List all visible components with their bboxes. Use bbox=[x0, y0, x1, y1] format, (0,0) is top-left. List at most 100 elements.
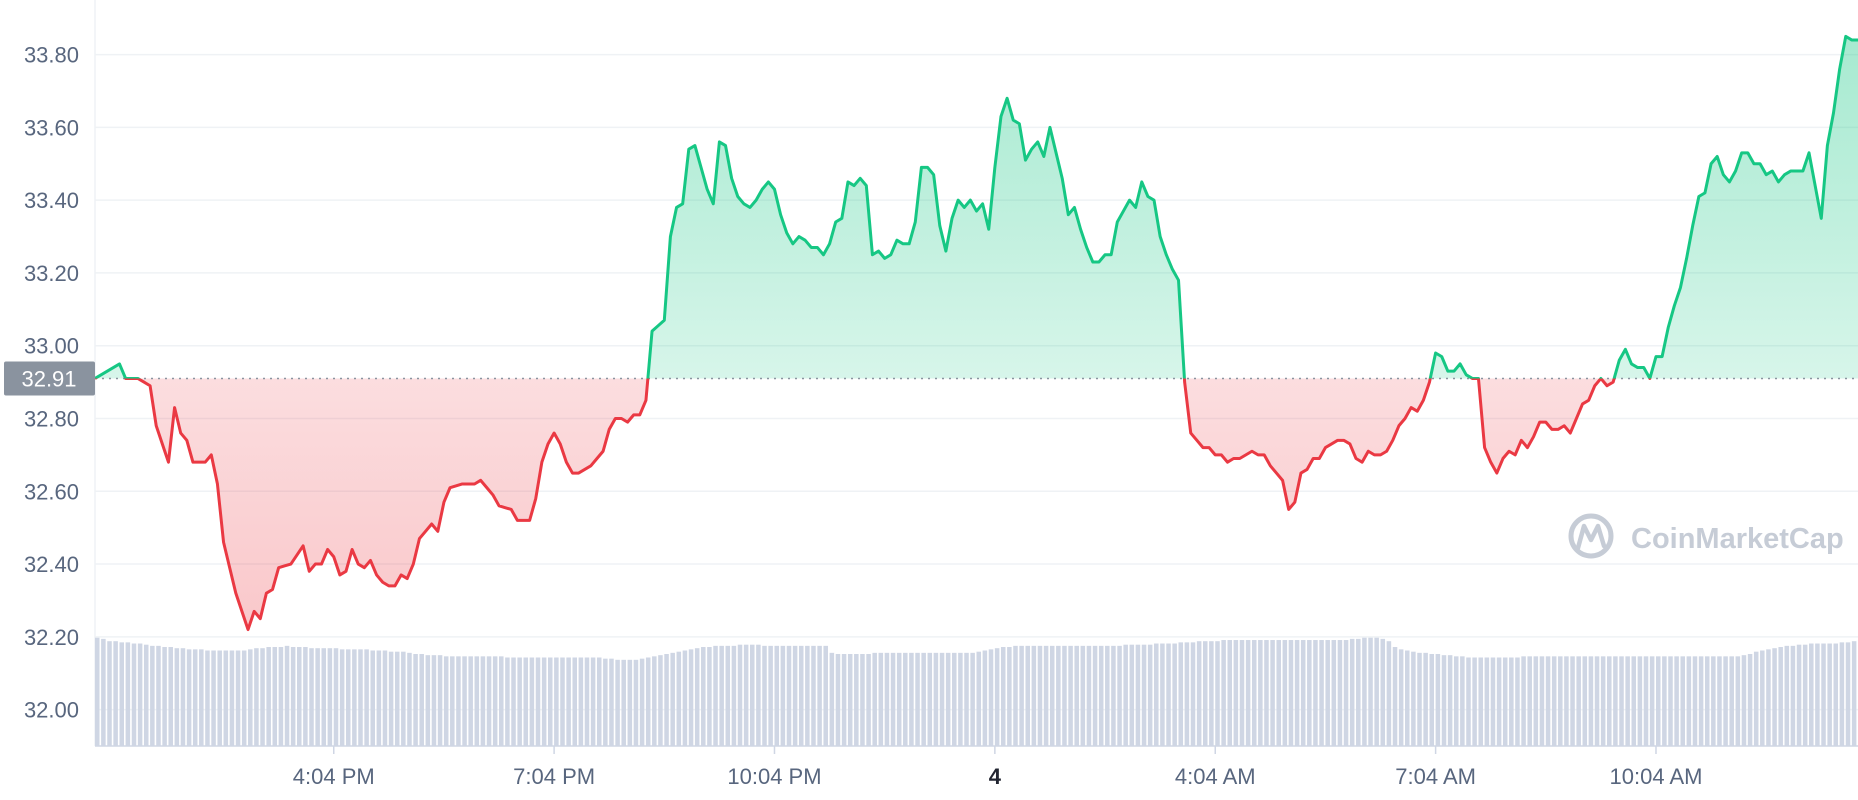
volume-bar bbox=[774, 645, 780, 746]
volume-bar bbox=[186, 649, 192, 746]
volume-bar bbox=[278, 647, 284, 746]
volume-bar bbox=[95, 637, 100, 746]
volume-bar bbox=[388, 651, 394, 746]
volume-bar bbox=[303, 647, 308, 746]
volume-bar bbox=[1123, 644, 1128, 746]
volume-bar bbox=[1411, 651, 1416, 746]
volume-bar bbox=[756, 644, 761, 746]
volume-bar bbox=[1190, 642, 1196, 746]
y-tick-label: 33.80 bbox=[24, 43, 79, 68]
volume-bar bbox=[688, 649, 694, 746]
volume-bar bbox=[505, 657, 510, 746]
volume-bar bbox=[1545, 656, 1551, 746]
volume-bar bbox=[1570, 656, 1575, 746]
volume-bar bbox=[847, 654, 853, 746]
volume-bar bbox=[658, 655, 663, 746]
x-tick-label: 10:04 AM bbox=[1610, 764, 1703, 789]
volume-bar bbox=[1496, 657, 1502, 746]
volume-bar bbox=[180, 648, 186, 746]
volume-bar bbox=[694, 648, 700, 746]
volume-bar bbox=[670, 652, 675, 746]
volume-bar bbox=[1619, 656, 1624, 746]
volume-bar bbox=[750, 644, 755, 746]
volume-bar bbox=[101, 638, 106, 746]
volume-bar bbox=[1447, 655, 1453, 746]
volume-bar bbox=[1637, 656, 1643, 746]
volume-bar bbox=[401, 651, 406, 746]
volume-bar bbox=[382, 650, 388, 746]
volume-bar bbox=[248, 649, 253, 746]
volume-bar bbox=[1741, 655, 1747, 746]
volume-bar bbox=[1196, 641, 1202, 746]
volume-bar bbox=[1453, 656, 1459, 746]
volume-bar bbox=[1172, 643, 1177, 746]
volume-bar bbox=[1796, 644, 1802, 746]
volume-bar bbox=[364, 649, 369, 746]
volume-bar bbox=[627, 659, 633, 746]
price-badge-background bbox=[4, 361, 95, 396]
volume-bar bbox=[1258, 640, 1263, 746]
volume-bar bbox=[1460, 656, 1465, 746]
volume-bar bbox=[1766, 649, 1771, 746]
volume-bar bbox=[1423, 652, 1428, 746]
volume-bar bbox=[1239, 640, 1245, 746]
volume-bar bbox=[333, 648, 339, 746]
volume-bar bbox=[1362, 637, 1367, 746]
price-badge-label: 32.91 bbox=[21, 366, 76, 391]
volume-bar bbox=[1778, 647, 1783, 746]
volume-bar bbox=[1607, 656, 1612, 746]
volume-bar bbox=[443, 656, 449, 746]
volume-bar bbox=[1631, 656, 1637, 746]
volume-bar bbox=[823, 645, 828, 746]
volume-bar bbox=[792, 645, 798, 746]
volume-bar bbox=[872, 652, 877, 746]
volume-bar bbox=[1117, 645, 1122, 746]
volume-bar bbox=[1202, 641, 1208, 746]
volume-bar bbox=[480, 656, 486, 746]
volume-bar bbox=[217, 650, 222, 746]
volume-bar bbox=[725, 645, 731, 746]
volume-bar bbox=[731, 645, 737, 746]
volume-bar bbox=[976, 651, 982, 746]
volume-bar bbox=[1160, 643, 1165, 746]
volume-bar bbox=[1527, 656, 1532, 746]
volume-bar bbox=[339, 649, 345, 746]
y-tick-label: 32.80 bbox=[24, 406, 79, 431]
volume-bar bbox=[1551, 656, 1557, 746]
volume-bar bbox=[450, 656, 455, 746]
volume-bar bbox=[1111, 645, 1116, 746]
volume-bar bbox=[1374, 637, 1379, 746]
volume-bar bbox=[707, 647, 712, 746]
volume-bar bbox=[1821, 643, 1826, 746]
volume-bar bbox=[1827, 643, 1832, 746]
volume-bar bbox=[1313, 640, 1318, 746]
volume-bar bbox=[1735, 656, 1741, 746]
volume-bar bbox=[835, 654, 841, 746]
volume-bar bbox=[486, 656, 492, 746]
volume-bar bbox=[1851, 641, 1857, 746]
volume-bar bbox=[939, 652, 945, 746]
volume-bar bbox=[1356, 638, 1361, 746]
volume-bar bbox=[1539, 656, 1545, 746]
volume-bar bbox=[137, 643, 143, 746]
watermark-text: CoinMarketCap bbox=[1631, 523, 1844, 555]
price-line bbox=[94, 34, 1858, 632]
y-tick-label: 32.60 bbox=[24, 479, 79, 504]
volume-bar bbox=[854, 654, 859, 746]
volume-bar bbox=[156, 645, 161, 746]
volume-bar bbox=[615, 659, 620, 746]
volume-bar bbox=[1221, 640, 1226, 746]
volume-bar bbox=[1509, 657, 1514, 746]
volume-bar bbox=[413, 654, 418, 746]
volume-bar bbox=[884, 652, 890, 746]
volume-bar bbox=[1068, 645, 1073, 746]
volume-bar bbox=[1643, 656, 1649, 746]
volume-bar bbox=[309, 648, 314, 746]
volume-bar bbox=[321, 648, 327, 746]
volume-bar bbox=[419, 654, 424, 746]
y-tick-label: 33.40 bbox=[24, 188, 79, 213]
volume-bar bbox=[1594, 656, 1600, 746]
price-line-up bbox=[94, 34, 1858, 379]
volume-bar bbox=[1717, 656, 1722, 746]
